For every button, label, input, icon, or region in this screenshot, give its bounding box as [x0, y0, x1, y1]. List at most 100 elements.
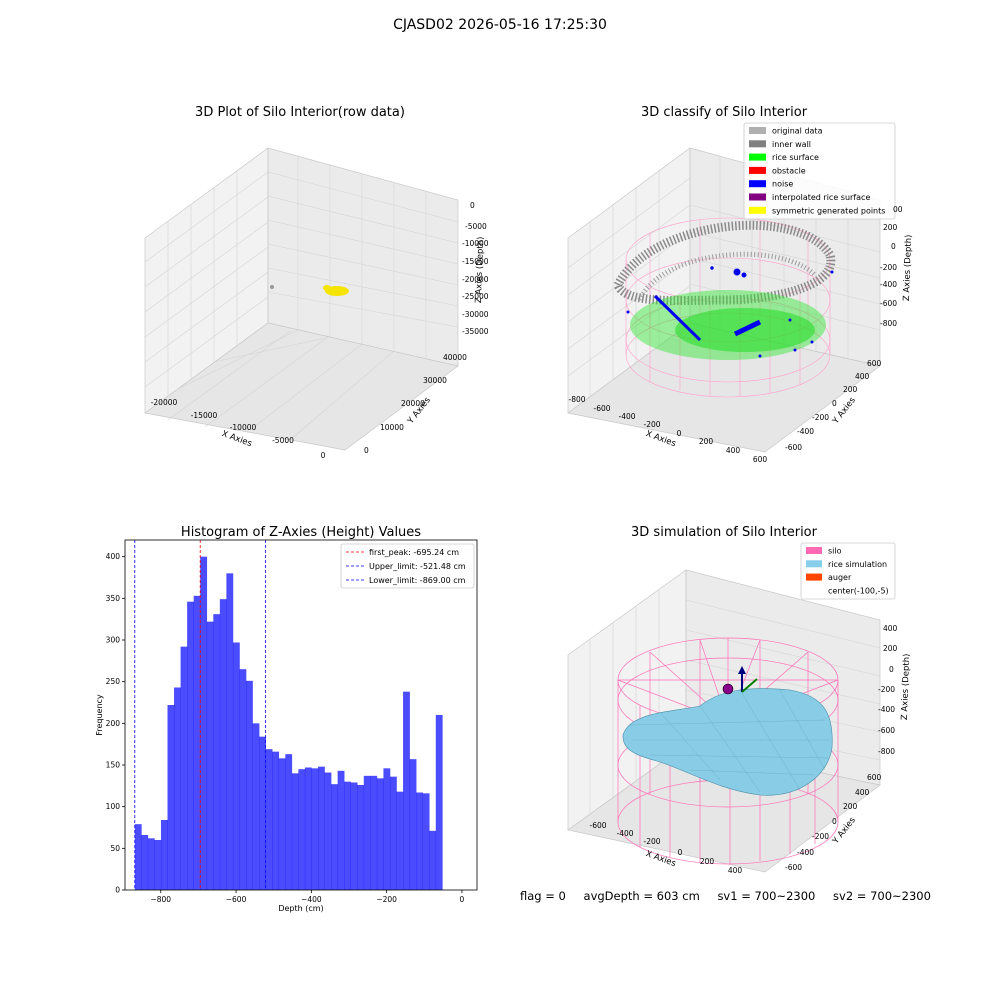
histogram-bar: [141, 835, 149, 890]
classify-legend-swatch: [749, 153, 766, 161]
classify-xtick: 600: [753, 455, 768, 464]
histogram-x-tick-label: −400: [301, 895, 322, 904]
classify-ytick: -600: [785, 443, 802, 452]
histogram-frame: [124, 539, 478, 891]
histogram-bar: [331, 784, 338, 890]
classify-z-axis-label: Z Axies (Depth): [902, 234, 914, 301]
simulation-legend-label: auger: [828, 573, 852, 582]
histogram-bar: [219, 599, 227, 890]
histogram-y-tick-label: 350: [106, 594, 121, 603]
histogram-y-tick-label: 250: [106, 677, 121, 686]
classify-inner-wall: [613, 220, 836, 306]
simulation-center-marker: [722, 683, 734, 695]
histogram-bar: [252, 723, 260, 890]
raw-ytick: 10000: [380, 423, 404, 432]
histogram-legend-label: first_peak: -695.24 cm: [369, 548, 459, 557]
simulation-ytick: 0: [832, 817, 837, 826]
raw-floor-pane: [144, 322, 459, 451]
classify-xtick: -400: [618, 412, 635, 421]
simulation-ztick: -400: [878, 705, 895, 714]
raw-xtick: -20000: [151, 398, 178, 407]
raw-data-panel: 3D Plot of Silo Interior(row data) -: [144, 105, 489, 460]
classify-legend-swatch: [749, 166, 766, 174]
histogram-bar: [376, 778, 384, 890]
histogram-bar: [357, 785, 365, 890]
histogram-bar: [265, 749, 273, 890]
simulation-xtick: 0: [678, 848, 683, 857]
raw-ztick: 0: [470, 201, 475, 210]
raw-ztick: -10000: [462, 239, 489, 248]
classify-legend-swatch: [749, 127, 766, 134]
histogram-x-tick-label: −600: [226, 895, 247, 904]
histogram-y-tick-label: 400: [106, 552, 121, 561]
histogram-bar: [226, 573, 234, 890]
raw-ztick: -25000: [462, 292, 489, 301]
classify-xtick: 0: [677, 429, 682, 438]
histogram-bar: [239, 669, 247, 890]
simulation-legend-frame: [800, 542, 896, 600]
simulation-ytick: -400: [797, 848, 814, 857]
simulation-legend-label: silo: [828, 547, 842, 556]
classify-xtick: -800: [568, 395, 585, 404]
raw-panel-title: 3D Plot of Silo Interior(row data): [195, 105, 405, 120]
raw-xtick: -10000: [230, 423, 257, 432]
histogram-x-tick-label: −200: [376, 895, 397, 904]
histogram-bar: [389, 776, 397, 890]
histogram-bar: [147, 838, 155, 890]
simulation-xtick: 400: [728, 866, 743, 875]
histogram-bar: [259, 736, 266, 890]
simulation-ztick: -600: [878, 726, 895, 735]
histogram-legend-label: Upper_limit: -521.48 cm: [369, 562, 466, 571]
simulation-ztick: -800: [878, 747, 895, 756]
histogram-bar: [311, 768, 319, 890]
raw-point-cluster: [325, 286, 349, 296]
classify-ztick: 00: [893, 205, 903, 214]
classify-legend-label: obstacle: [772, 166, 806, 175]
classify-silo-wireframe: [625, 217, 831, 398]
simulation-legend-label: center(-100,-5): [828, 586, 889, 595]
histogram-bar: [272, 751, 280, 890]
histogram-bar: [383, 768, 391, 890]
histogram-bar: [246, 680, 253, 890]
histogram-bar: [154, 840, 162, 890]
histogram-y-tick-label: 0: [115, 886, 120, 895]
classify-ztick: -200: [880, 263, 897, 272]
histogram-bar: [167, 705, 175, 890]
simulation-xtick: -200: [643, 837, 660, 846]
histogram-bar: [409, 759, 417, 890]
classify-legend: original data inner wall rice surface obsta…: [743, 122, 896, 220]
histogram-legend-label: Lower_limit: -869.00 cm: [369, 576, 466, 585]
classify-xtick: 400: [726, 446, 741, 455]
histogram-bar: [304, 767, 312, 890]
histogram-title: Histogram of Z-Axies (Height) Values: [181, 525, 421, 540]
raw-z-axis-label: Z Axies (Depth): [474, 236, 486, 303]
classify-legend-label: inner wall: [772, 140, 811, 149]
histogram-bar: [344, 781, 352, 890]
classify-ytick: 200: [843, 385, 858, 394]
histogram-legend: first_peak: -695.24 cm Upper_limit: -521.…: [340, 543, 475, 589]
simulation-ytick: 200: [843, 802, 858, 811]
histogram-bar: [134, 824, 142, 890]
simulation-ytick: 600: [867, 773, 882, 782]
raw-xtick: -15000: [191, 411, 218, 420]
raw-ztick: -35000: [462, 327, 489, 336]
histogram-panel: Histogram of Z-Axies (Height) Values −80…: [95, 525, 478, 913]
classify-ytick: -200: [812, 413, 829, 422]
simulation-auger-x-arrow: [741, 678, 758, 693]
classify-noise-points: [626, 266, 834, 358]
status-line: flag = 0 avgDepth = 603 cm sv1 = 700~230…: [520, 889, 945, 903]
classify-xtick: -200: [643, 420, 660, 429]
histogram-y-tick-label: 200: [106, 719, 121, 728]
simulation-z-axis-label: Z Axies (Depth): [900, 653, 912, 720]
histogram-bar: [291, 773, 299, 890]
histogram-bar: [429, 830, 437, 890]
simulation-xtick: -600: [589, 821, 606, 830]
histogram-y-tick-label: 50: [110, 844, 120, 853]
histogram-bar: [200, 556, 208, 890]
classify-legend-label: noise: [772, 180, 793, 189]
raw-xtick: 0: [321, 451, 326, 460]
histogram-bar: [403, 691, 410, 890]
simulation-ztick: 400: [883, 624, 898, 633]
histogram-x-tick-label: 0: [460, 895, 465, 904]
classify-ytick: -400: [797, 427, 814, 436]
